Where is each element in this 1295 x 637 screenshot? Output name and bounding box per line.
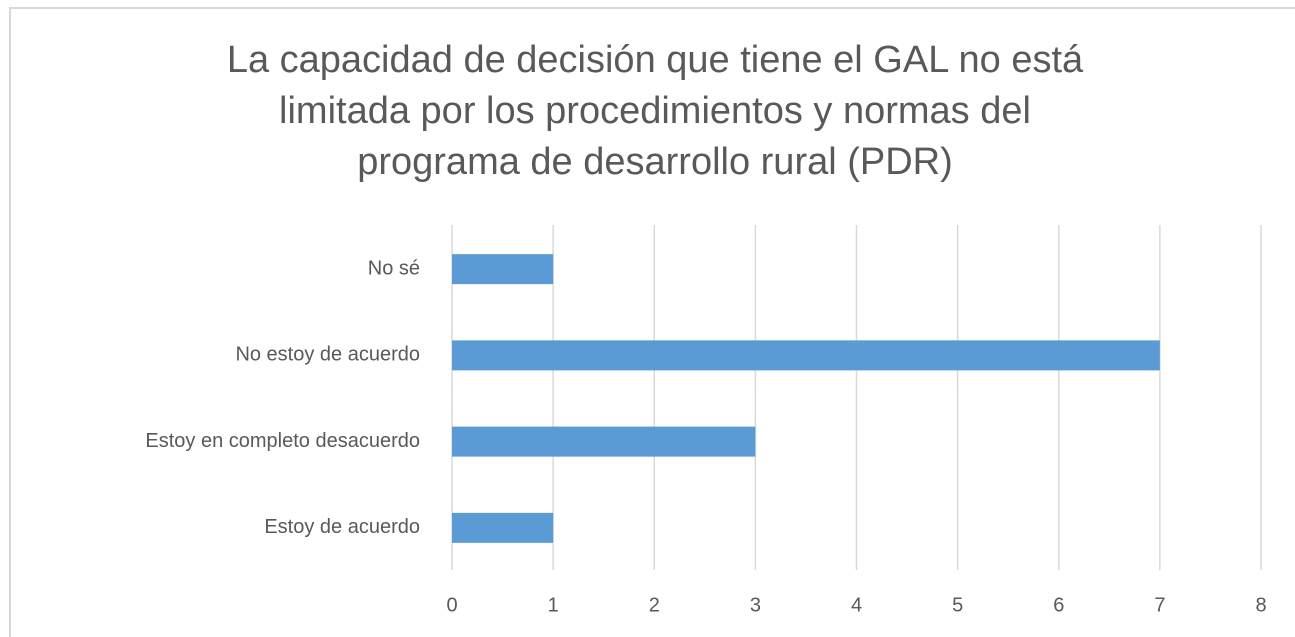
- x-tick-label: 8: [1255, 594, 1266, 616]
- x-tick-label: 6: [1053, 594, 1064, 616]
- chart-frame: [9, 7, 1295, 637]
- x-tick-label: 0: [446, 594, 457, 616]
- bar: [452, 426, 756, 457]
- x-tick-label: 7: [1154, 594, 1165, 616]
- x-tick-label: 4: [851, 594, 862, 616]
- y-tick-label: No estoy de acuerdo: [235, 344, 420, 366]
- chart-title: La capacidad de decisión que tiene el GA…: [227, 39, 1084, 81]
- chart-title: programa de desarrollo rural (PDR): [357, 141, 953, 183]
- bar: [452, 254, 554, 285]
- x-tick-label: 1: [548, 594, 559, 616]
- y-tick-label: Estoy de acuerdo: [264, 516, 420, 538]
- y-tick-label: Estoy en completo desacuerdo: [145, 430, 420, 452]
- chart-title: limitada por los procedimientos y normas…: [279, 90, 1031, 132]
- bar: [452, 340, 1160, 371]
- x-tick-label: 3: [750, 594, 761, 616]
- y-tick-label: No sé: [368, 257, 420, 279]
- x-tick-label: 2: [649, 594, 660, 616]
- bar: [452, 512, 554, 543]
- x-tick-label: 5: [952, 594, 963, 616]
